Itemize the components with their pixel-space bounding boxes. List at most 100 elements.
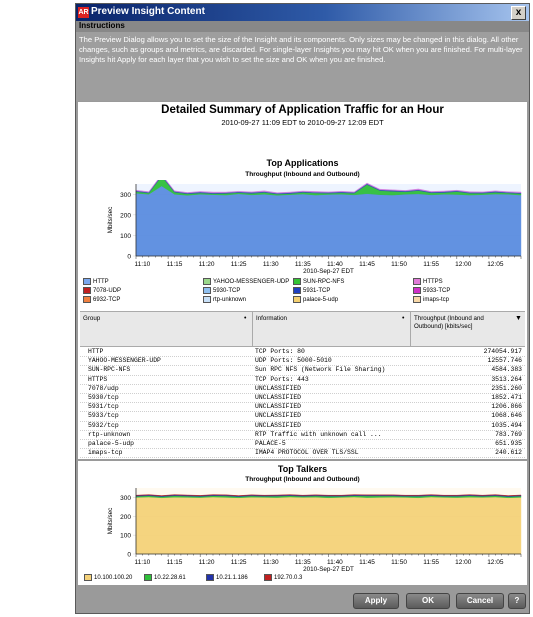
table-body: HTTP TCP Ports: 80 274054.917 YAHOO-MESSENG… — [80, 348, 525, 459]
x-axis-label: 2010-Sep-27 EDT — [303, 566, 354, 573]
x-tick-label: 11:15 — [167, 261, 183, 268]
table-row[interactable]: 5933/tcp UNCLASSIFIED 1068.646 — [80, 412, 525, 422]
y-axis-label: Mbits/sec — [107, 508, 114, 535]
series-area-3 — [135, 180, 522, 194]
x-tick-label: 11:40 — [327, 559, 343, 566]
chart2-subtitle: Throughput (Inbound and Outbound) — [245, 476, 360, 483]
y-tick-label: 200 — [120, 212, 131, 219]
legend-swatch — [413, 296, 421, 303]
column-header-group[interactable]: Group — [83, 315, 101, 322]
x-tick-label: 11:50 — [391, 559, 407, 566]
legend-label: imaps-tcp — [423, 297, 450, 303]
throughput-cell: 2351.260 — [491, 384, 522, 392]
series-area-3 — [135, 494, 522, 497]
x-tick-label: 11:55 — [423, 261, 439, 268]
sort-icon[interactable]: • — [402, 315, 405, 322]
table-row[interactable]: rtp-unknown RTP Traffic with unknown call… — [80, 431, 525, 440]
information-cell: Sun RPC NFS (Network File Sharing) — [255, 366, 386, 374]
instructions-heading: Instructions — [76, 21, 529, 32]
information-cell: UNCLASSIFIED — [255, 384, 302, 392]
title-bar[interactable]: AR Preview Insight Content x — [76, 4, 529, 21]
throughput-cell: 651.935 — [495, 439, 522, 447]
close-button[interactable]: x — [511, 6, 526, 20]
table-row[interactable]: palace-5-udp PALACE-5 651.935 — [80, 439, 525, 450]
legend-label: rtp-unknown — [213, 297, 247, 303]
apply-button[interactable]: Apply — [353, 593, 399, 609]
column-header-information[interactable]: Information — [256, 315, 287, 322]
y-axis-label: Mbits/sec — [107, 207, 114, 234]
y-tick-label: 0 — [127, 552, 131, 559]
table-header: Group • Information • Throughput (Inboun… — [80, 311, 525, 347]
x-tick-label: 11:35 — [295, 559, 311, 566]
group-cell: rtp-unknown — [88, 430, 131, 438]
chart1-subtitle: Throughput (Inbound and Outbound) — [245, 171, 360, 178]
legend-swatch — [203, 287, 211, 294]
y-tick-label: 300 — [120, 495, 131, 502]
report-subtitle: 2010-09-27 11:09 EDT to 2010-09-27 12:09… — [221, 118, 384, 127]
group-cell: YAHOO-MESSENGER-UDP — [88, 357, 161, 365]
throughput-cell: 1206.866 — [491, 403, 522, 411]
preview-dialog: AR Preview Insight Content x Instruction… — [75, 3, 530, 614]
throughput-cell: 274054.917 — [483, 348, 522, 355]
legend-swatch — [206, 574, 214, 581]
legend-label: palace-5-udp — [303, 297, 339, 303]
legend-label: 5931-TCP — [303, 288, 331, 294]
table-row[interactable]: 5932/tcp UNCLASSIFIED 1035.494 — [80, 422, 525, 431]
legend-swatch — [413, 287, 421, 294]
y-tick-label: 100 — [120, 233, 131, 240]
legend-swatch — [83, 296, 91, 303]
y-tick-label: 200 — [120, 514, 131, 521]
information-cell: UDP Ports: 5000-5010 — [255, 357, 332, 365]
y-tick-label: 300 — [120, 192, 131, 199]
x-tick-label: 11:45 — [359, 261, 375, 268]
report-title: Detailed Summary of Application Traffic … — [161, 104, 444, 116]
table-row[interactable]: SUN-RPC-NFS Sun RPC NFS (Network File Sha… — [80, 366, 525, 376]
app-logo-icon: AR — [78, 7, 89, 18]
information-cell: PALACE-5 — [255, 439, 286, 447]
legend-label: 7078-UDP — [93, 288, 122, 294]
section-divider — [78, 459, 527, 461]
legend-label: HTTPS — [423, 279, 443, 285]
legend-swatch — [203, 296, 211, 303]
table-row[interactable]: HTTP TCP Ports: 80 274054.917 — [80, 348, 525, 358]
dialog-footer: Apply OK Cancel ? — [76, 585, 529, 613]
y-tick-label: 100 — [120, 533, 131, 540]
sort-icon[interactable]: • — [244, 315, 247, 322]
sort-desc-icon[interactable]: ▼ — [515, 315, 522, 322]
throughput-cell: 240.612 — [495, 449, 522, 457]
table-row[interactable]: 7078/udp UNCLASSIFIED 2351.260 — [80, 385, 525, 394]
cancel-button[interactable]: Cancel — [456, 593, 504, 609]
x-tick-label: 11:20 — [199, 261, 215, 268]
x-tick-label: 12:05 — [487, 559, 504, 566]
top-applications-chart: 0 100 200 300 11:10 11:15 11:20 11:25 11:30 11:35… — [107, 180, 522, 275]
column-header-throughput[interactable]: Throughput (Inbound and Outbound) [kbits… — [414, 315, 484, 330]
group-cell: 5933/tcp — [88, 412, 119, 420]
legend-label: 10.22.28.61 — [154, 575, 186, 581]
information-cell: TCP Ports: 80 — [255, 348, 305, 355]
x-tick-label: 12:05 — [487, 261, 504, 268]
ok-button[interactable]: OK — [406, 593, 450, 609]
information-cell: IMAP4 PROTOCOL OVER TLS/SSL — [255, 449, 359, 457]
legend-swatch — [293, 296, 301, 303]
table-row[interactable]: 5930/tcp UNCLASSIFIED 1852.471 — [80, 393, 525, 404]
legend-swatch — [83, 287, 91, 294]
x-tick-label: 11:40 — [327, 261, 343, 268]
help-button[interactable]: ? — [508, 593, 526, 609]
top-applications-legend: HTTP YAHOO-MESSENGER-UDP SUN-RPC-NFS HTTPS 7… — [83, 278, 523, 312]
x-tick-label: 11:30 — [263, 559, 279, 566]
series-area-0 — [135, 185, 522, 257]
table-row[interactable]: YAHOO-MESSENGER-UDP UDP Ports: 5000-5010 1… — [80, 357, 525, 367]
x-tick-label: 11:45 — [359, 559, 375, 566]
insight-content: Detailed Summary of Application Traffic … — [78, 102, 527, 587]
information-cell: TCP Ports: 443 — [255, 375, 309, 383]
legend-swatch — [203, 278, 211, 285]
top-talkers-chart: 0 100 200 300 11:10 11:15 11:20 11:25 11:30 11:35… — [107, 488, 522, 573]
information-cell: UNCLASSIFIED — [255, 393, 302, 401]
table-row[interactable]: 5931/tcp UNCLASSIFIED 1206.866 — [80, 403, 525, 413]
y-tick-label: 0 — [127, 254, 131, 261]
instructions-panel: Instructions The Preview Dialog allows y… — [76, 21, 529, 101]
table-row[interactable]: imaps-tcp IMAP4 PROTOCOL OVER TLS/SSL 240.… — [80, 449, 525, 459]
legend-swatch — [293, 287, 301, 294]
group-cell: 5931/tcp — [88, 403, 119, 411]
table-row[interactable]: HTTPS TCP Ports: 443 3513.264 — [80, 376, 525, 385]
